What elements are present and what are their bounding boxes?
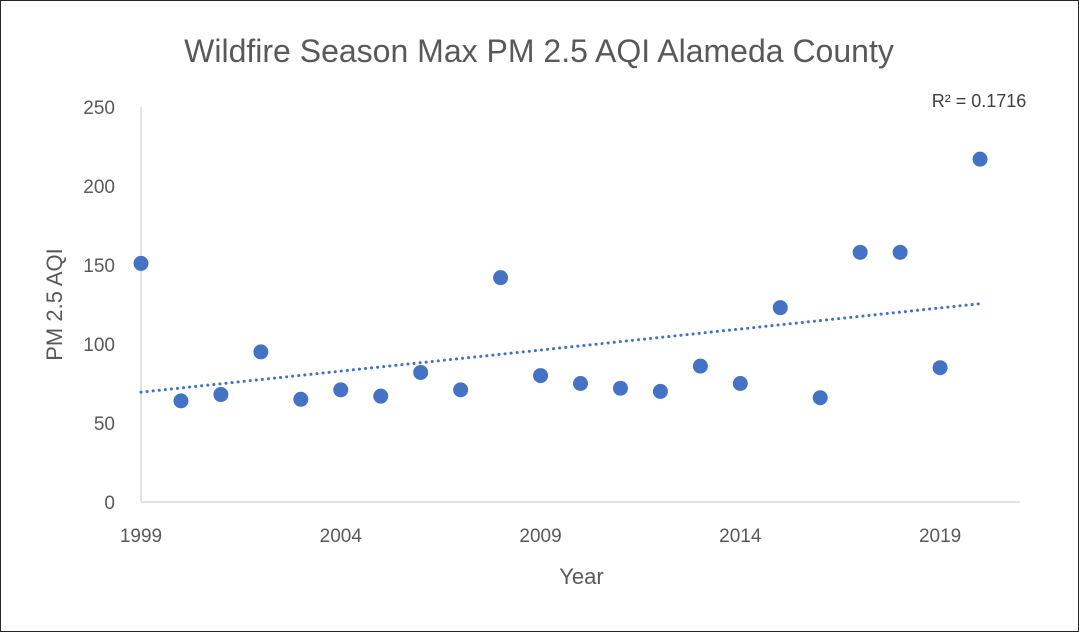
data-point [373,388,389,404]
data-point [133,255,149,271]
trendline [139,302,982,394]
data-point [413,364,429,380]
x-tick-label: 2009 [519,526,561,547]
data-point [453,382,469,398]
y-axis-title: PM 2.5 AQI [42,248,67,361]
y-tick-label: 250 [83,98,115,119]
data-point [972,151,988,167]
data-point [253,344,269,360]
y-tick-labels: 0 50 100 150 200 250 [83,98,115,514]
chart-title: Wildfire Season Max PM 2.5 AQI Alameda C… [184,33,894,69]
y-tick-label: 0 [104,493,115,514]
x-tick-label: 1999 [120,526,162,547]
data-point [892,244,908,260]
data-point [852,244,868,260]
data-point [612,380,628,396]
data-point [533,368,549,384]
data-point [732,376,748,391]
data-point [652,383,668,399]
data-point [493,270,509,286]
y-tick-label: 100 [83,335,115,356]
y-tick-label: 200 [83,177,115,198]
data-point [692,358,708,374]
data-point [812,390,828,406]
x-axis-title: Year [559,564,603,589]
data-point [772,300,788,316]
data-points [133,151,988,409]
data-point [173,393,189,409]
y-tick-label: 150 [83,256,115,277]
data-point [293,391,309,407]
data-point [573,376,588,391]
data-point [333,382,349,398]
x-tick-label: 2004 [320,526,363,547]
x-tick-labels: 1999 2004 2009 2014 2019 [120,526,961,547]
x-tick-label: 2014 [719,526,762,547]
y-tick-label: 50 [94,414,115,435]
r-squared-label: R² = 0.1716 [932,91,1027,111]
data-point [932,360,948,376]
data-point [213,387,229,403]
x-tick-label: 2019 [919,526,961,547]
